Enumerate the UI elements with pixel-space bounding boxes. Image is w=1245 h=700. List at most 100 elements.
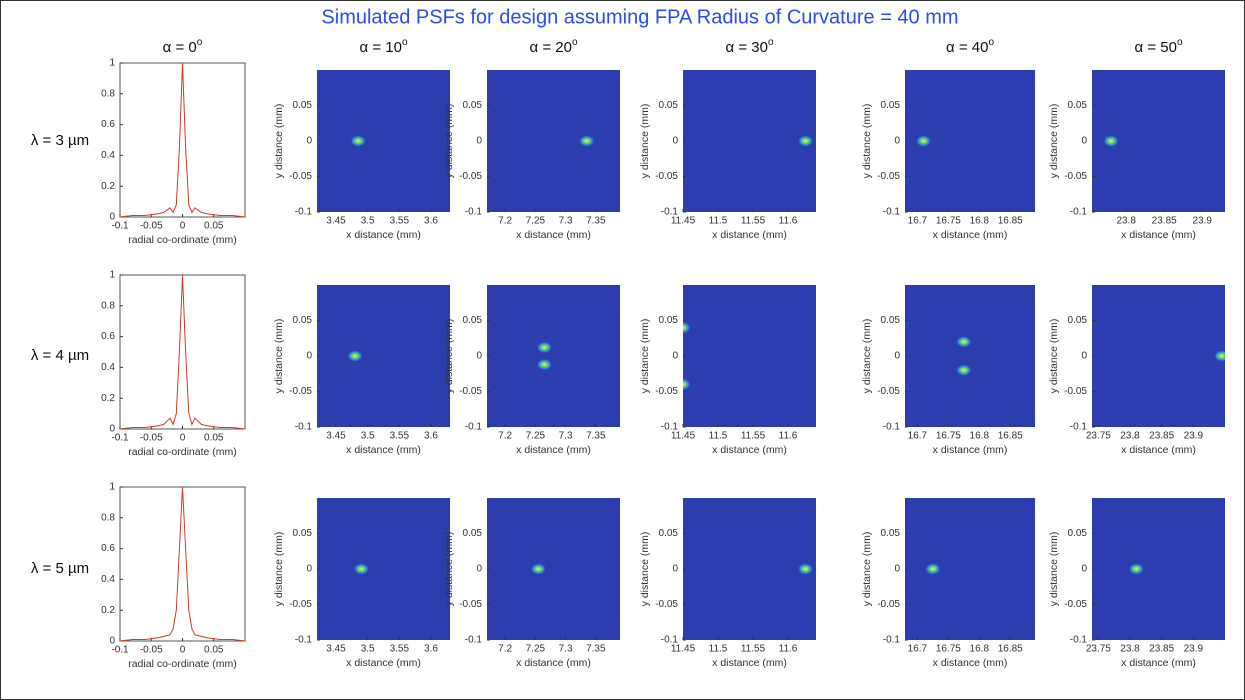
heatmap-peaks — [1128, 563, 1144, 575]
column-header: α = 20o — [529, 37, 577, 56]
x-tick-label: -0.1 — [111, 645, 129, 656]
x-tick-label: 3.45 — [326, 644, 346, 655]
y-tick-label: -0.05 — [459, 599, 482, 610]
x-tick-label: 16.75 — [936, 644, 961, 655]
x-tick-label: 3.45 — [326, 216, 346, 227]
y-axis-label: y distance (mm) — [861, 532, 873, 607]
x-axis-label: x distance (mm) — [933, 229, 1008, 241]
x-tick-label: 16.7 — [908, 431, 928, 442]
x-tick-label: 11.6 — [779, 216, 798, 227]
psf-peak — [798, 135, 814, 147]
column-header-sup: o — [572, 37, 578, 48]
y-tick-label: -0.05 — [655, 386, 678, 397]
x-tick-label: 11.6 — [779, 644, 798, 655]
x-tick-label: 23.9 — [1184, 644, 1204, 655]
y-tick-label: 0.8 — [101, 88, 115, 99]
y-tick-label: 0.05 — [659, 100, 679, 111]
y-tick-label: 0 — [672, 351, 678, 362]
y-tick-label: 0.4 — [101, 574, 115, 585]
x-tick-label: 23.8 — [1116, 216, 1136, 227]
y-axis-label: y distance (mm) — [443, 532, 455, 607]
x-tick-label: 23.8 — [1120, 431, 1140, 442]
y-tick-label: -0.1 — [465, 207, 483, 218]
y-tick-label: -0.05 — [1064, 171, 1087, 182]
y-tick-label: 0.05 — [293, 100, 313, 111]
x-axis-label: x distance (mm) — [712, 657, 787, 669]
x-tick-label: 3.6 — [424, 644, 438, 655]
y-tick-label: 0.05 — [881, 528, 901, 539]
y-tick-label: -0.05 — [289, 171, 312, 182]
x-tick-label: 3.55 — [390, 216, 410, 227]
psf-peak — [353, 563, 369, 575]
column-header-sup: o — [197, 37, 203, 48]
x-tick-label: 7.25 — [526, 644, 546, 655]
psf-peak — [347, 350, 363, 362]
y-tick-label: 0.05 — [659, 315, 679, 326]
psf-peak — [1128, 563, 1144, 575]
heatmap-peaks — [1103, 135, 1119, 147]
psf-peak — [956, 364, 972, 376]
column-header: α = 0o — [163, 37, 203, 56]
y-tick-label: -0.05 — [877, 386, 900, 397]
x-axis-label: x distance (mm) — [516, 444, 591, 456]
x-tick-label: 16.7 — [908, 216, 928, 227]
heatmap-peaks — [353, 563, 369, 575]
x-tick-label: 11.5 — [709, 644, 728, 655]
psf-peak — [956, 336, 972, 348]
y-tick-label: -0.05 — [877, 599, 900, 610]
y-axis-label: y distance (mm) — [273, 104, 285, 179]
x-tick-label: 3.6 — [424, 216, 438, 227]
x-tick-label: 23.75 — [1086, 644, 1111, 655]
y-axis-label: y distance (mm) — [1048, 532, 1060, 607]
y-tick-label: 0.05 — [463, 528, 483, 539]
x-tick-label: 7.25 — [526, 431, 546, 442]
y-tick-label: 0 — [672, 136, 678, 147]
y-tick-label: -0.05 — [1064, 386, 1087, 397]
x-tick-label: -0.05 — [140, 645, 163, 656]
heatmap-background — [487, 285, 620, 427]
column-header: α = 50o — [1134, 37, 1182, 56]
y-tick-label: -0.1 — [1070, 635, 1088, 646]
x-tick-label: 7.35 — [586, 431, 606, 442]
y-tick-label: -0.1 — [883, 635, 901, 646]
x-tick-label: 16.75 — [936, 431, 961, 442]
x-tick-label: 11.45 — [671, 431, 696, 442]
y-tick-label: -0.05 — [289, 386, 312, 397]
column-header: α = 40o — [946, 37, 994, 56]
x-tick-label: 11.45 — [671, 644, 696, 655]
y-tick-label: -0.1 — [883, 422, 901, 433]
x-tick-label: 3.5 — [361, 644, 375, 655]
column-header-label: α = 0 — [163, 39, 197, 56]
y-tick-label: 0.6 — [101, 543, 115, 554]
y-axis-label: y distance (mm) — [639, 104, 651, 179]
y-tick-label: -0.1 — [465, 422, 483, 433]
column-header-sup: o — [402, 37, 408, 48]
y-tick-label: 0.05 — [1068, 315, 1088, 326]
y-tick-label: 0.8 — [101, 512, 115, 523]
y-tick-label: 0 — [894, 351, 900, 362]
x-tick-label: 7.35 — [586, 216, 606, 227]
psf-peak — [1103, 135, 1119, 147]
y-tick-label: 0.05 — [463, 100, 483, 111]
axes-box — [120, 275, 245, 429]
y-tick-label: -0.05 — [459, 386, 482, 397]
column-header-label: α = 10 — [359, 39, 401, 56]
heatmap-peaks — [347, 350, 363, 362]
x-axis-label: x distance (mm) — [712, 444, 787, 456]
y-axis-label: y distance (mm) — [861, 104, 873, 179]
y-tick-label: 0.05 — [1068, 100, 1088, 111]
x-tick-label: 0 — [180, 433, 186, 444]
heatmap-background — [683, 285, 816, 427]
y-tick-label: -0.1 — [1070, 207, 1088, 218]
row-label: λ = 5 µm — [31, 560, 89, 577]
x-axis-label: radial co-ordinate (mm) — [128, 658, 237, 670]
x-tick-label: 7.2 — [498, 216, 512, 227]
x-tick-label: 23.85 — [1149, 431, 1174, 442]
x-tick-label: 16.7 — [908, 644, 928, 655]
psf-peak — [530, 563, 546, 575]
x-axis-label: x distance (mm) — [712, 229, 787, 241]
x-tick-label: 23.8 — [1120, 644, 1140, 655]
y-tick-label: 0.05 — [293, 528, 313, 539]
x-axis-label: radial co-ordinate (mm) — [128, 234, 237, 246]
y-tick-label: 0 — [306, 564, 312, 575]
